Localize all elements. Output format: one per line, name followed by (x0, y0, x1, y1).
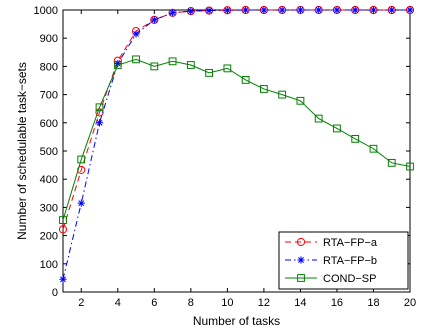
data-point (241, 76, 250, 84)
data-point (77, 199, 85, 207)
x-tick-label: 6 (151, 297, 157, 309)
y-tick-label: 400 (40, 174, 58, 186)
x-tick-label: 4 (115, 297, 121, 309)
series-2 (59, 55, 414, 224)
data-point (242, 6, 250, 14)
data-point (187, 7, 195, 15)
legend: RTA−FP−a RTA−FP−b COND−SP (278, 231, 409, 290)
data-point (369, 144, 378, 153)
y-tick-label: 700 (40, 90, 58, 102)
series-layer (58, 5, 415, 283)
x-tick-label: 14 (294, 297, 306, 309)
data-point (333, 6, 341, 14)
data-point (95, 119, 104, 127)
data-point (168, 57, 177, 66)
y-axis-label: Number of schedulable task−sets (15, 62, 29, 240)
data-point (95, 103, 104, 112)
data-point (296, 6, 305, 14)
data-point (223, 64, 232, 73)
data-point (351, 134, 360, 143)
y-tick-label: 1000 (34, 5, 58, 17)
legend-marker (296, 237, 306, 247)
legend-label: RTA−FP−a (323, 237, 378, 249)
x-axis: 2 4 6 8 10 12 14 16 18 20 (78, 10, 416, 309)
data-point (259, 85, 268, 93)
y-axis: 0 100 200 300 400 500 600 700 800 900 1000 (34, 5, 410, 299)
y-tick-label: 600 (40, 118, 58, 130)
data-point (387, 158, 396, 167)
data-point (223, 6, 231, 14)
x-tick-label: 10 (221, 297, 233, 309)
x-tick-label: 8 (188, 297, 194, 309)
data-point (186, 61, 195, 69)
data-point (406, 6, 414, 14)
y-tick-label: 800 (40, 61, 58, 73)
data-point (351, 6, 359, 14)
legend-marker (297, 256, 305, 264)
data-point (168, 9, 177, 17)
data-point (132, 55, 140, 64)
x-tick-label: 12 (258, 297, 270, 309)
data-point (59, 275, 67, 283)
data-point (205, 6, 213, 15)
data-point (205, 68, 214, 77)
series-1 (59, 6, 414, 283)
data-point (314, 114, 323, 123)
data-point (406, 162, 414, 171)
data-point (315, 6, 323, 14)
data-point (150, 16, 158, 24)
y-tick-label: 100 (40, 259, 58, 271)
data-point (388, 6, 396, 14)
data-point (113, 61, 122, 69)
data-point (278, 6, 286, 14)
x-tick-label: 2 (78, 297, 84, 309)
data-point (114, 59, 122, 68)
data-point (58, 225, 68, 234)
data-point (132, 30, 140, 38)
data-point (278, 90, 287, 99)
data-point (260, 6, 268, 14)
data-point (333, 124, 341, 133)
x-axis-label: Number of tasks (193, 314, 280, 328)
data-point (296, 96, 305, 105)
data-point (77, 155, 86, 164)
data-point (59, 216, 67, 224)
data-point (369, 6, 378, 14)
x-tick-label: 20 (404, 297, 416, 309)
legend-label: RTA−FP−b (323, 255, 377, 267)
y-tick-label: 300 (40, 202, 58, 214)
y-tick-label: 500 (40, 146, 58, 158)
legend-label: COND−SP (323, 273, 377, 285)
y-tick-label: 200 (40, 231, 58, 243)
x-tick-label: 18 (367, 297, 379, 309)
x-tick-label: 16 (331, 297, 343, 309)
data-point (150, 62, 159, 71)
legend-marker (297, 274, 305, 282)
y-tick-label: 900 (40, 33, 58, 45)
y-tick-label: 0 (52, 287, 58, 299)
